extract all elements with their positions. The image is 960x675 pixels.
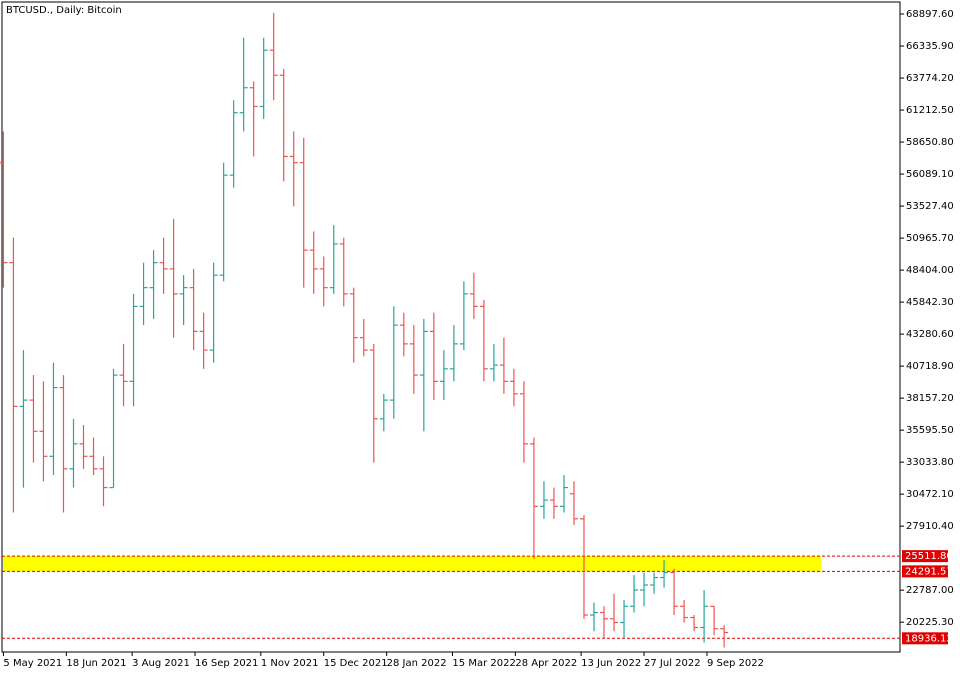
y-tick-label: 45842.30 xyxy=(906,297,954,308)
x-tick-label: 1 Nov 2021 xyxy=(261,658,319,669)
y-tick-label: 61212.50 xyxy=(906,105,954,116)
zone xyxy=(3,556,821,572)
x-tick-label: 13 Jun 2022 xyxy=(581,658,641,669)
level-label: 25511.80 xyxy=(905,551,953,562)
y-tick-label: 27910.40 xyxy=(906,521,954,532)
y-tick-label: 33033.80 xyxy=(906,457,954,468)
y-tick-label: 66335.90 xyxy=(906,41,954,52)
x-tick-label: 15 Dec 2021 xyxy=(324,658,388,669)
y-tick-label: 22787.00 xyxy=(906,585,954,596)
x-tick-label: 28 Apr 2022 xyxy=(515,658,577,669)
y-tick-label: 63774.20 xyxy=(906,73,954,84)
level-tag xyxy=(902,550,948,563)
x-tick-label: 9 Sep 2022 xyxy=(707,658,764,669)
level-label: 18936.12 xyxy=(905,633,953,644)
y-tick-label: 35595.50 xyxy=(906,425,954,436)
y-tick-label: 20225.30 xyxy=(906,617,954,628)
y-tick-label: 38157.20 xyxy=(906,393,954,404)
x-tick-label: 5 May 2021 xyxy=(3,658,62,669)
y-tick-label: 58650.80 xyxy=(906,137,954,148)
x-tick-label: 28 Jan 2022 xyxy=(387,658,447,669)
x-tick-label: 27 Jul 2022 xyxy=(644,658,701,669)
y-tick-label: 43280.60 xyxy=(906,329,954,340)
y-tick-label: 40718.90 xyxy=(906,361,954,372)
level-label: 24291.57 xyxy=(905,566,953,577)
y-tick-label: 53527.40 xyxy=(906,201,954,212)
x-tick-label: 15 Mar 2022 xyxy=(452,658,515,669)
x-tick-label: 3 Aug 2021 xyxy=(132,658,190,669)
x-tick-label: 16 Sep 2021 xyxy=(195,658,258,669)
x-tick-label: 18 Jun 2021 xyxy=(66,658,126,669)
level-tag xyxy=(902,565,948,578)
y-tick-label: 68897.60 xyxy=(906,9,954,20)
level-tag xyxy=(902,632,948,645)
y-tick-label: 48404.00 xyxy=(906,265,954,276)
plot-frame xyxy=(1,1,901,653)
y-tick-label: 30472.10 xyxy=(906,489,954,500)
chart-title: BTCUSD., Daily: Bitcoin xyxy=(6,5,122,16)
y-tick-label: 50965.70 xyxy=(906,233,954,244)
y-tick-label: 56089.10 xyxy=(906,169,954,180)
